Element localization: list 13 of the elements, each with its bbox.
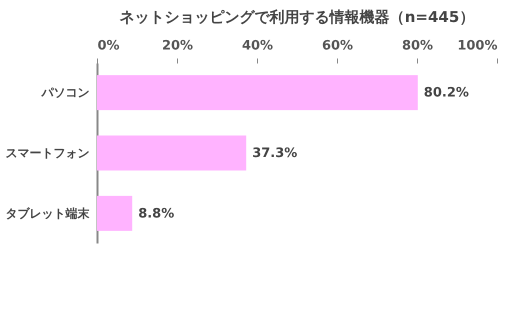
x-tick-label: 20% [162, 38, 194, 54]
x-tick-label: 0% [98, 38, 120, 54]
x-tick-label: 80% [402, 38, 434, 54]
data-label: 8.8% [138, 206, 174, 222]
y-tick-label: パソコン [40, 86, 90, 100]
y-tick-label: スマートフォン [6, 146, 90, 160]
data-label: 37.3% [252, 146, 298, 161]
data-label: 80.2% [424, 86, 469, 101]
y-tick-label: タブレット端末 [6, 206, 90, 220]
x-tick-label: 100% [457, 38, 498, 54]
chart-title: ネットショッピングで利用する情報機器（n=445） [120, 8, 474, 26]
x-tick-label: 40% [242, 38, 274, 54]
x-tick-label: 60% [322, 38, 354, 54]
